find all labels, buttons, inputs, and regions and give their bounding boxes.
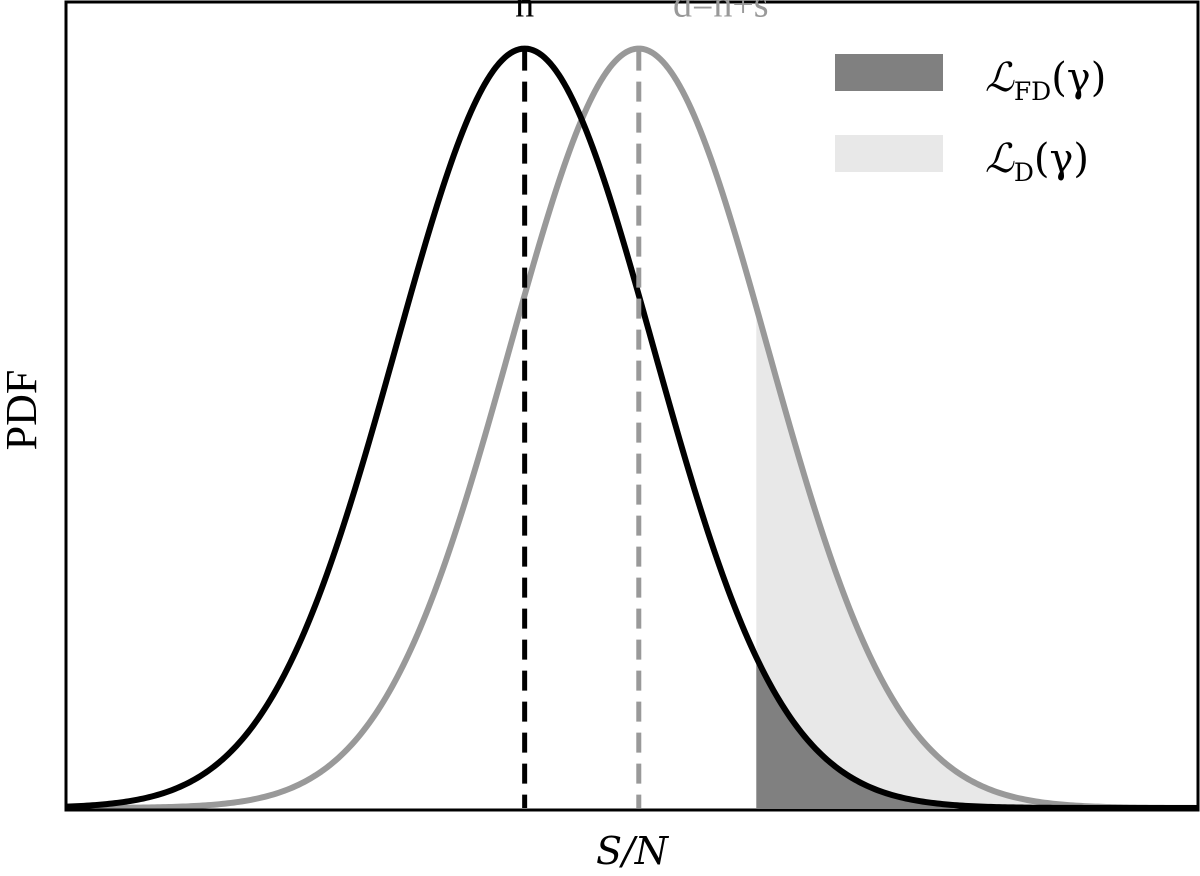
x-axis-label: S/N — [596, 829, 670, 873]
marks-layer — [522, 50, 642, 808]
legend: ℒFD(γ) ℒD(γ) — [835, 54, 1106, 187]
noise-mean-label: n — [515, 0, 534, 26]
legend-label-false-detection: ℒFD(γ) — [985, 55, 1106, 106]
y-axis-label: PDF — [0, 370, 46, 451]
noise-pdf-curve — [66, 45, 1198, 811]
false-detection-area — [756, 657, 1197, 808]
detection-area — [756, 307, 1197, 808]
curves-layer — [66, 45, 1198, 811]
fills-layer — [756, 307, 1197, 808]
plot-frame — [64, 0, 1200, 812]
legend-label-detection: ℒD(γ) — [985, 136, 1089, 187]
legend-swatch-detection — [835, 135, 943, 172]
signal-pdf-curve — [66, 45, 1198, 811]
legend-swatch-false-detection — [835, 54, 943, 91]
signal-mean-label: d=n+s — [673, 0, 769, 26]
